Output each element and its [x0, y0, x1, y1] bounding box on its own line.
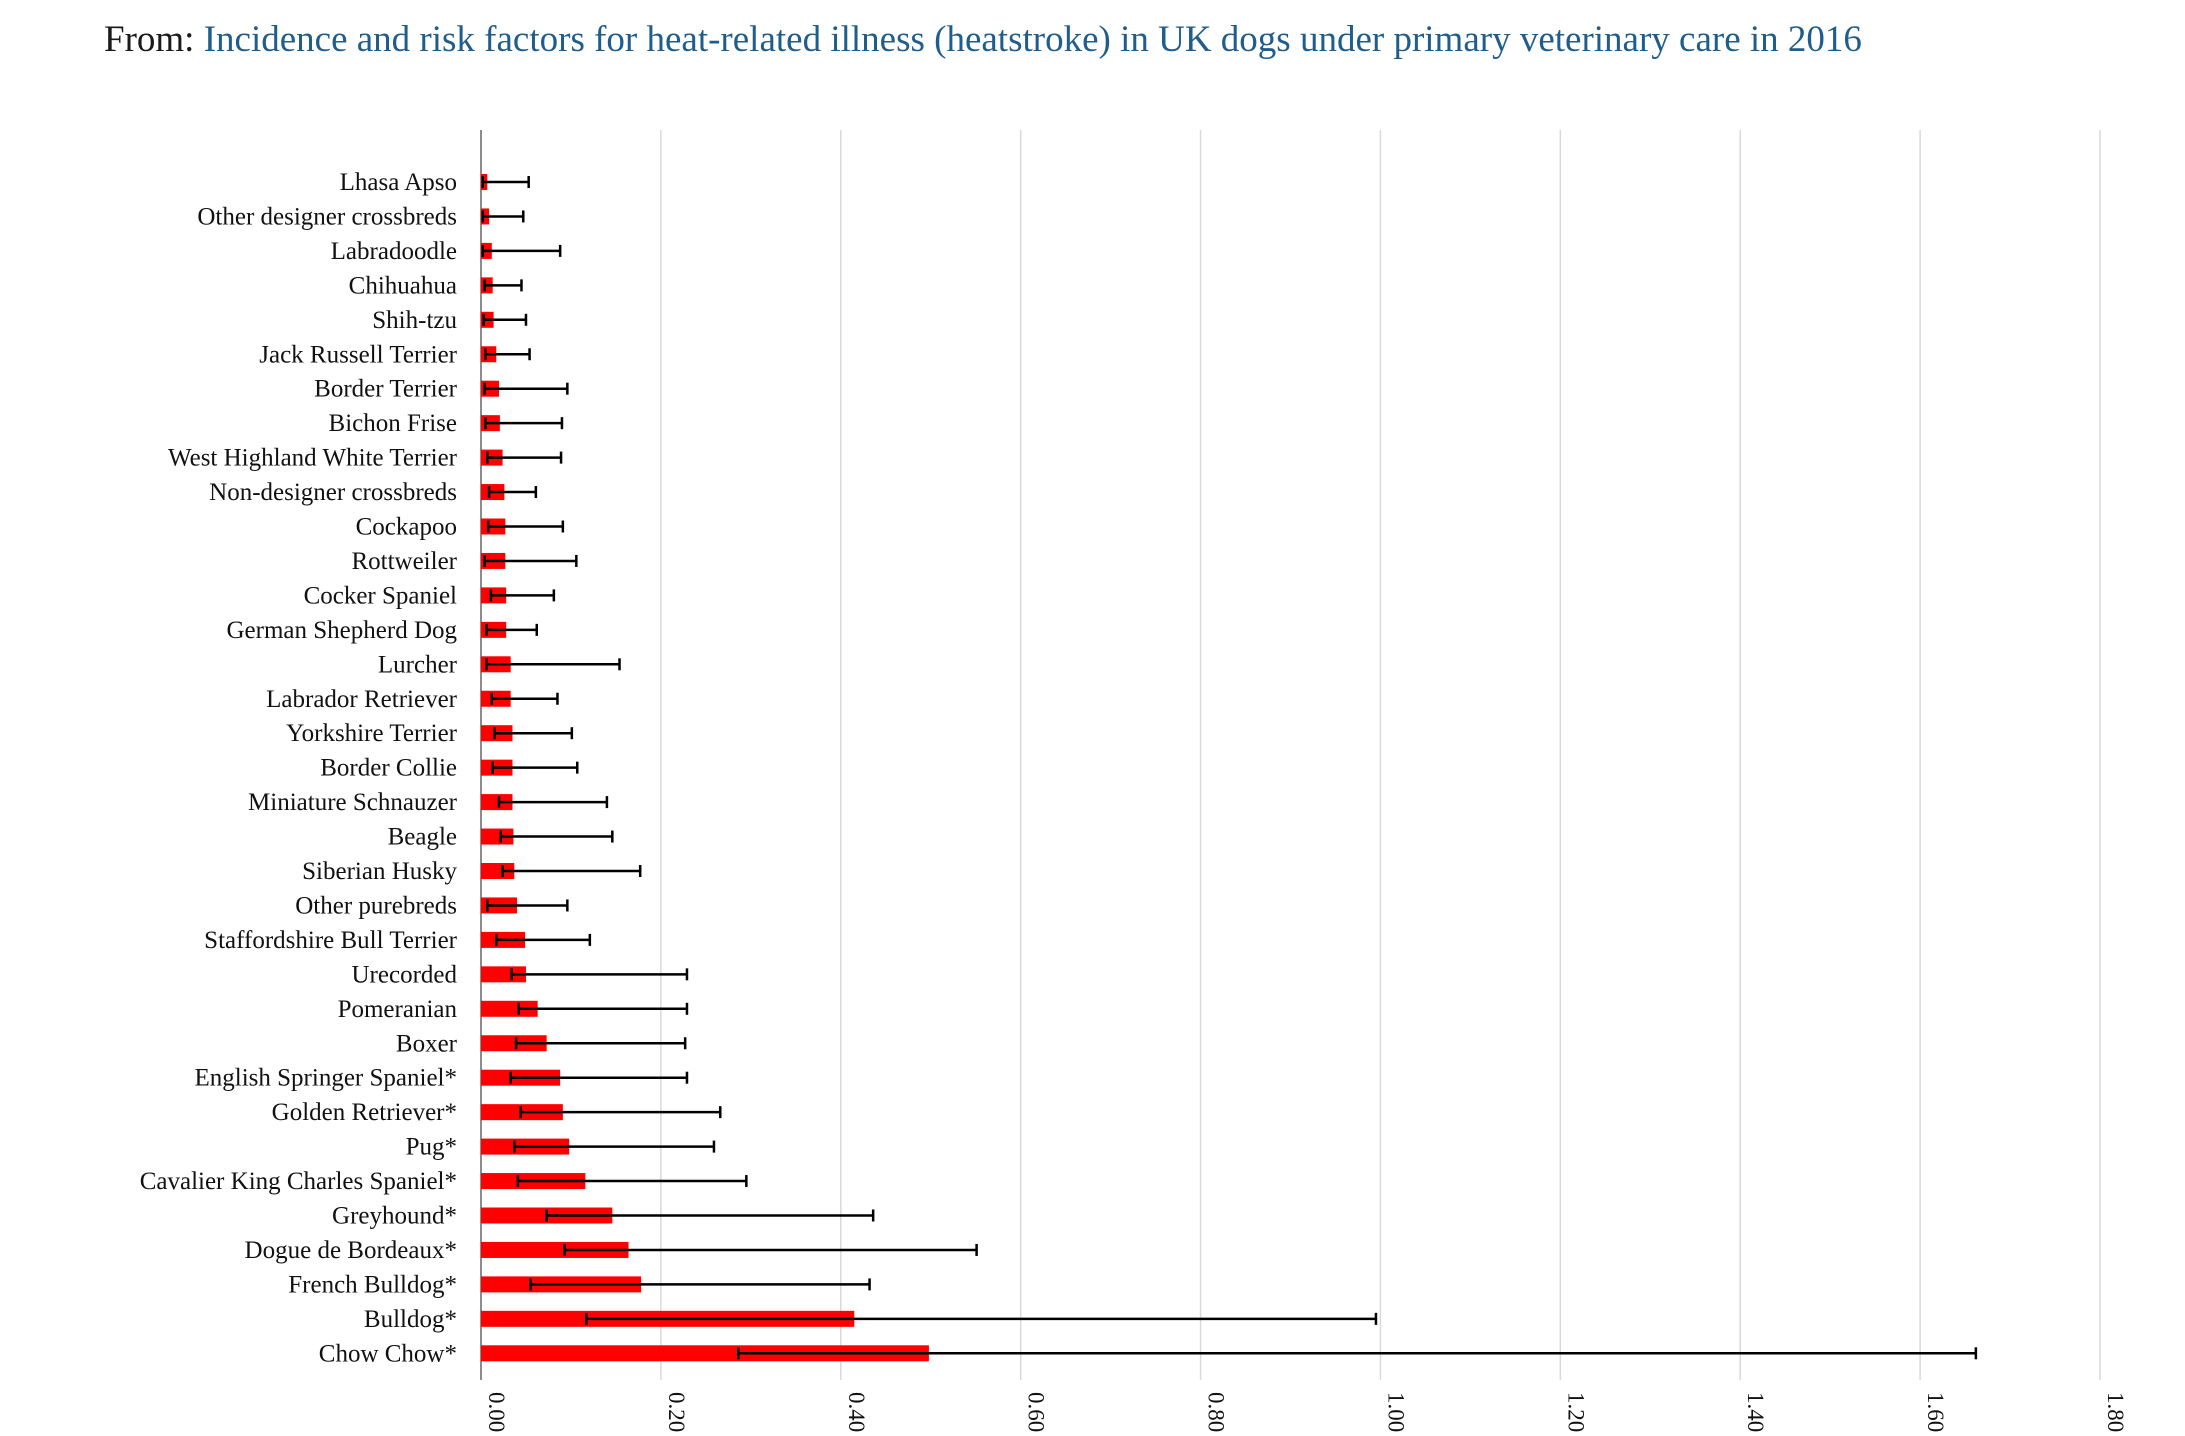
category-label: Boxer	[396, 1030, 458, 1057]
x-tick-label: 0.20	[664, 1392, 689, 1432]
category-label: Bulldog*	[364, 1306, 457, 1333]
category-label: Border Collie	[320, 755, 457, 782]
category-label: German Shepherd Dog	[227, 617, 458, 644]
bar	[481, 794, 513, 811]
category-label: Labrador Retriever	[266, 686, 458, 713]
x-tick-label: 0.60	[1024, 1392, 1049, 1432]
x-tick-label: 1.80	[2103, 1392, 2128, 1432]
x-tick-label: 1.20	[1563, 1392, 1588, 1432]
x-tick-label: 0.00	[484, 1392, 509, 1432]
bar	[481, 966, 526, 983]
category-label: Pug*	[406, 1134, 457, 1161]
category-label: Miniature Schnauzer	[248, 789, 458, 816]
category-label: Beagle	[388, 824, 457, 851]
x-tick-label: 1.60	[1923, 1392, 1948, 1432]
category-label: Jack Russell Terrier	[259, 341, 457, 368]
bar	[481, 1345, 929, 1362]
category-label: Rottweiler	[351, 548, 457, 575]
category-label: Siberian Husky	[302, 858, 457, 885]
bar	[481, 1241, 629, 1258]
figure-source-header: From: Incidence and risk factors for hea…	[104, 18, 1862, 61]
category-label: Yorkshire Terrier	[286, 720, 458, 747]
bars	[481, 174, 1978, 1362]
category-label: Greyhound*	[332, 1203, 457, 1230]
grid-lines	[480, 130, 2101, 1380]
category-label: Chihuahua	[349, 272, 457, 299]
category-label: Staffordshire Bull Terrier	[204, 927, 457, 954]
category-label: Non-designer crossbreds	[209, 479, 457, 506]
bar	[481, 863, 515, 879]
article-title-link[interactable]: Incidence and risk factors for heat-rela…	[203, 19, 1862, 60]
from-label: From:	[104, 19, 195, 60]
category-label: Cockapoo	[356, 514, 457, 541]
x-tick-label: 1.00	[1383, 1392, 1408, 1432]
category-label: Pomeranian	[338, 996, 458, 1023]
category-label: Cocker Spaniel	[304, 582, 457, 609]
category-label: Urecorded	[352, 961, 458, 988]
category-label: Bichon Frise	[329, 410, 457, 437]
category-label: Cavalier King Charles Spaniel*	[140, 1168, 457, 1195]
category-label: Dogue de Bordeaux*	[245, 1237, 457, 1264]
category-label: Border Terrier	[314, 376, 458, 403]
category-label: Lurcher	[378, 651, 458, 678]
category-label: Golden Retriever*	[272, 1099, 457, 1126]
x-tick-label: 0.40	[844, 1392, 869, 1432]
category-label: Lhasa Apso	[340, 169, 457, 196]
x-tick-label: 0.80	[1204, 1392, 1229, 1432]
category-label: Labradoodle	[331, 238, 457, 265]
category-label: French Bulldog*	[288, 1271, 457, 1298]
category-label: Other designer crossbreds	[197, 203, 457, 230]
category-label: English Springer Spaniel*	[195, 1065, 457, 1092]
bar	[481, 1000, 538, 1017]
category-label: Other purebreds	[295, 892, 457, 919]
x-tick-labels: 0.00 0.20 0.40 0.60 0.80 1.00 1.20 1.40 1.60 1.80	[484, 1392, 2128, 1432]
x-tick-label: 1.40	[1743, 1392, 1768, 1432]
category-label: Chow Chow*	[319, 1340, 457, 1367]
category-label: West Highland White Terrier	[168, 445, 458, 472]
bar	[481, 1035, 547, 1052]
category-label: Shih-tzu	[372, 307, 457, 334]
category-labels: Lhasa Apso Other designer crossbreds Labra…	[140, 169, 458, 1367]
bar	[481, 828, 514, 845]
